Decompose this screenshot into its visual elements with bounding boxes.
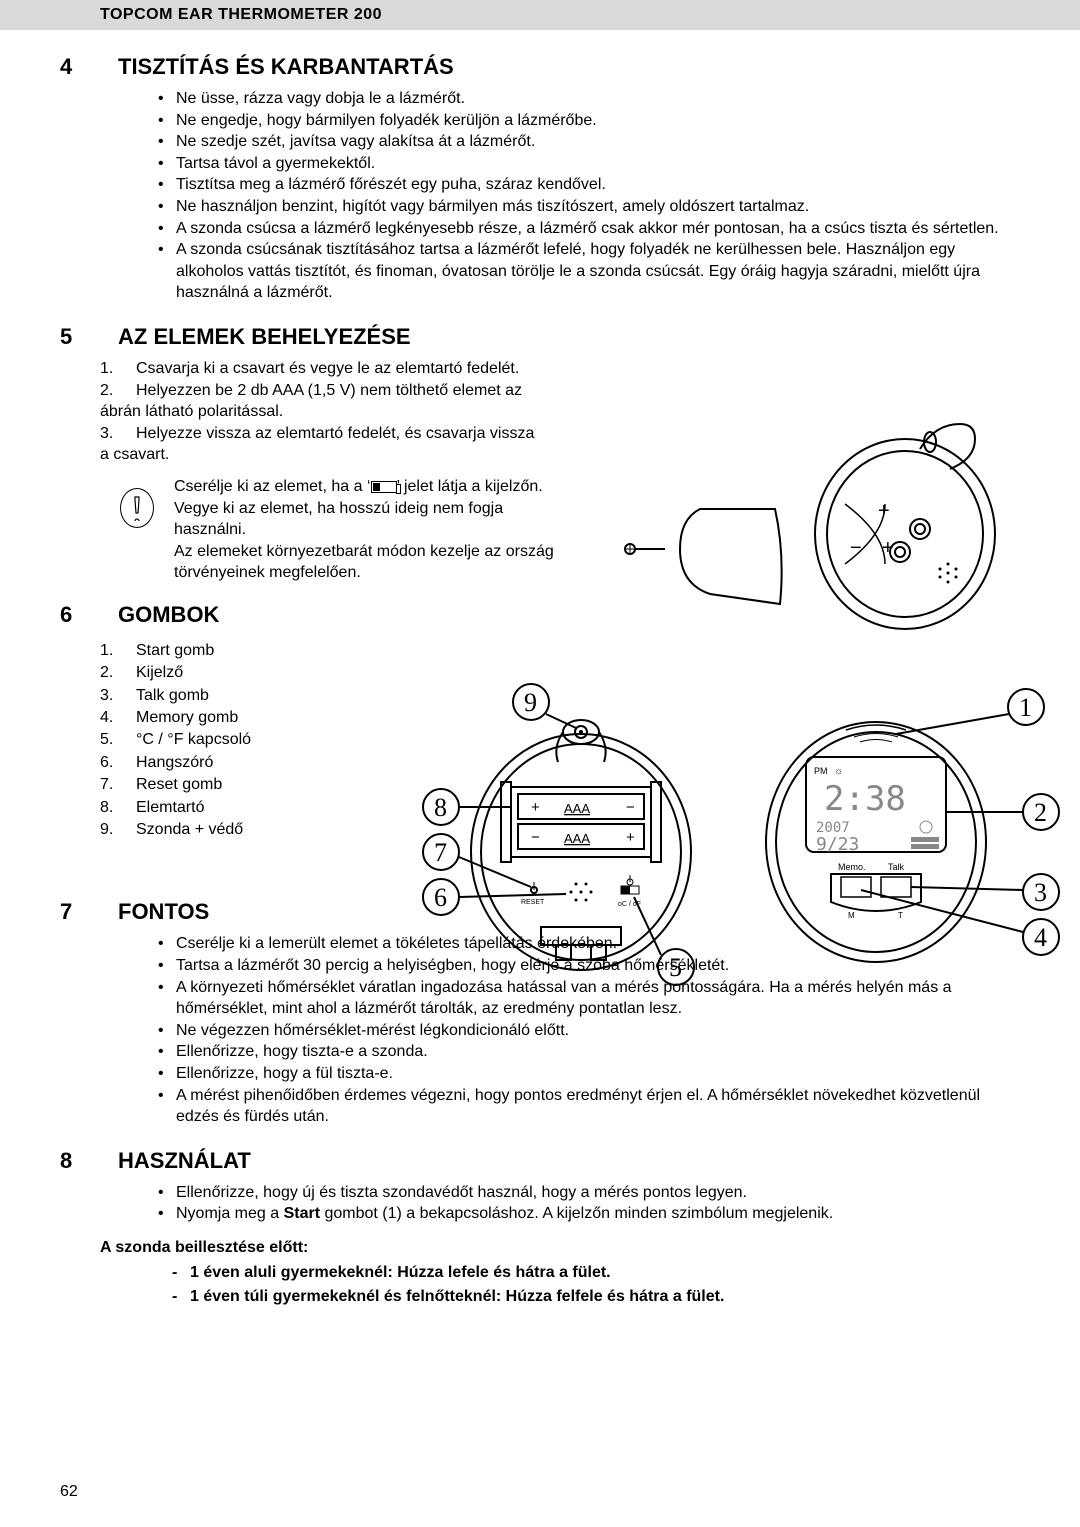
svg-text:−: −	[626, 799, 635, 816]
battery-install-figure: + − +	[620, 414, 1020, 644]
page-header: TOPCOM EAR THERMOMETER 200	[0, 0, 1080, 30]
list-item: Tartsa távol a gyermekektől.	[158, 153, 1020, 175]
list-item: Ellenőrizze, hogy a fül tiszta-e.	[158, 1063, 1020, 1085]
list-item: Nyomja meg a Start gombot (1) a bekapcso…	[158, 1203, 1020, 1225]
svg-text:+: +	[878, 500, 890, 522]
section-8-heading: 8HASZNÁLAT	[60, 1148, 1020, 1174]
section-4-list: Ne üsse, rázza vagy dobja le a lázmérőt.…	[158, 88, 1020, 304]
list-item: Ne használjon benzint, higítót vagy bárm…	[158, 196, 1020, 218]
svg-text:1: 1	[1019, 693, 1032, 722]
section-8-list: Ellenőrizze, hogy új és tiszta szondavéd…	[158, 1182, 1020, 1225]
svg-text:9: 9	[524, 688, 537, 717]
svg-text:☼: ☼	[834, 766, 843, 777]
buttons-diagram-figure: + − − + AAA AAA RESET oC / oF PM ☼ 2:3	[386, 672, 1066, 992]
svg-text:M: M	[848, 911, 855, 920]
page-number: 62	[60, 1483, 78, 1501]
exclamation-icon	[120, 488, 154, 528]
svg-text:RESET: RESET	[521, 899, 545, 906]
list-item: Tisztítsa meg a lázmérő főrészét egy puh…	[158, 174, 1020, 196]
before-insert-heading: A szonda beillesztése előtt:	[100, 1239, 1020, 1257]
svg-text:2: 2	[1034, 798, 1047, 827]
section-5-heading: 5AZ ELEMEK BEHELYEZÉSE	[60, 324, 1020, 350]
list-item: Ne végezzen hőmérséklet-mérést légkondic…	[158, 1020, 1020, 1042]
svg-text:PM: PM	[814, 766, 828, 776]
svg-text:4: 4	[1034, 923, 1047, 952]
list-item: Ne szedje szét, javítsa vagy alakítsa át…	[158, 131, 1020, 153]
svg-text:AAA: AAA	[564, 831, 590, 846]
svg-text:+: +	[531, 799, 540, 816]
svg-text:Talk: Talk	[888, 862, 905, 872]
section-4-heading: 4TISZTÍTÁS ÉS KARBANTARTÁS	[60, 54, 1020, 80]
svg-text:8: 8	[434, 793, 447, 822]
svg-text:9/23: 9/23	[816, 834, 859, 855]
svg-text:−: −	[850, 537, 862, 559]
svg-text:AAA: AAA	[564, 801, 590, 816]
svg-text:+: +	[882, 537, 894, 559]
section-5-steps: 1.Csavarja ki a csavart és vegye le az e…	[100, 358, 620, 466]
svg-text:T: T	[898, 911, 903, 920]
battery-note: Cserélje ki az elemet, ha a ‘’ jelet lát…	[120, 476, 560, 584]
svg-text:Memo.: Memo.	[838, 862, 866, 872]
list-item: A mérést pihenőidőben érdemes végezni, h…	[158, 1085, 1020, 1128]
svg-text:3: 3	[1034, 878, 1047, 907]
list-item: Ne üsse, rázza vagy dobja le a lázmérőt.	[158, 88, 1020, 110]
dash-list: 1 éven aluli gyermekeknél: Húzza lefele …	[190, 1261, 1020, 1309]
list-item: Ellenőrizze, hogy új és tiszta szondavéd…	[158, 1182, 1020, 1204]
svg-text:+: +	[626, 829, 635, 846]
svg-text:2:38: 2:38	[824, 779, 906, 819]
list-item: A szonda csúcsa a lázmérő legkényesebb r…	[158, 218, 1020, 240]
svg-text:6: 6	[434, 883, 447, 912]
list-item: Ne engedje, hogy bármilyen folyadék kerü…	[158, 110, 1020, 132]
battery-low-icon	[371, 481, 397, 493]
list-item: A szonda csúcsának tisztításához tartsa …	[158, 239, 1020, 304]
list-item: Ellenőrizze, hogy tiszta-e a szonda.	[158, 1041, 1020, 1063]
svg-text:7: 7	[434, 838, 447, 867]
svg-text:5: 5	[669, 953, 682, 982]
svg-text:−: −	[531, 829, 540, 846]
